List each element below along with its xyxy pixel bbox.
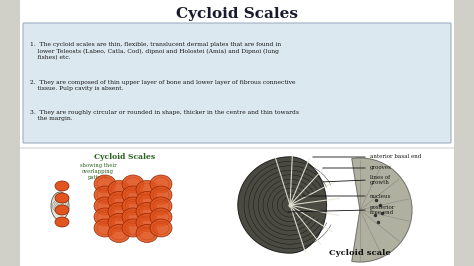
Text: Cycloid Scales: Cycloid Scales [176, 7, 298, 21]
Ellipse shape [55, 217, 69, 227]
Text: 3.  They are roughly circular or rounded in shape, thicker in the centre and thi: 3. They are roughly circular or rounded … [30, 110, 299, 121]
Ellipse shape [108, 202, 130, 221]
FancyBboxPatch shape [23, 23, 451, 143]
Ellipse shape [51, 192, 69, 220]
Ellipse shape [136, 202, 158, 221]
FancyBboxPatch shape [20, 148, 454, 266]
Ellipse shape [108, 192, 130, 210]
Ellipse shape [94, 197, 116, 215]
Text: 2.  They are composed of thin upper layer of bone and lower layer of fibrous con: 2. They are composed of thin upper layer… [30, 80, 295, 92]
Ellipse shape [122, 175, 144, 193]
Ellipse shape [136, 181, 158, 198]
Ellipse shape [150, 175, 172, 193]
Ellipse shape [122, 186, 144, 204]
Text: grooves: grooves [370, 165, 392, 171]
Ellipse shape [55, 205, 69, 215]
Ellipse shape [108, 225, 130, 243]
Ellipse shape [94, 175, 116, 193]
Ellipse shape [55, 181, 69, 191]
Ellipse shape [108, 214, 130, 231]
Ellipse shape [122, 197, 144, 215]
Text: nucleus: nucleus [370, 193, 392, 198]
Ellipse shape [136, 225, 158, 243]
Ellipse shape [136, 214, 158, 231]
Ellipse shape [55, 193, 69, 203]
Ellipse shape [94, 208, 116, 226]
Text: Cycloid Scales: Cycloid Scales [94, 153, 155, 161]
Polygon shape [238, 157, 327, 253]
Ellipse shape [122, 208, 144, 226]
Ellipse shape [150, 197, 172, 215]
Ellipse shape [150, 219, 172, 237]
Text: posterior
free end: posterior free end [370, 205, 395, 215]
Ellipse shape [122, 219, 144, 237]
Text: 1.  The cycloid scales are thin, flexible, translucent dermal plates that are fo: 1. The cycloid scales are thin, flexible… [30, 42, 281, 60]
Ellipse shape [94, 219, 116, 237]
Ellipse shape [108, 181, 130, 198]
Text: showing their
overlapping
pattern: showing their overlapping pattern [80, 163, 117, 180]
Text: Cycloid scale: Cycloid scale [329, 249, 391, 257]
Ellipse shape [136, 192, 158, 210]
Text: anterior basal end: anterior basal end [370, 155, 421, 160]
Polygon shape [352, 158, 412, 262]
Ellipse shape [150, 208, 172, 226]
Text: lines of
growth: lines of growth [370, 174, 390, 185]
Ellipse shape [150, 186, 172, 204]
Ellipse shape [94, 186, 116, 204]
FancyBboxPatch shape [20, 0, 454, 148]
